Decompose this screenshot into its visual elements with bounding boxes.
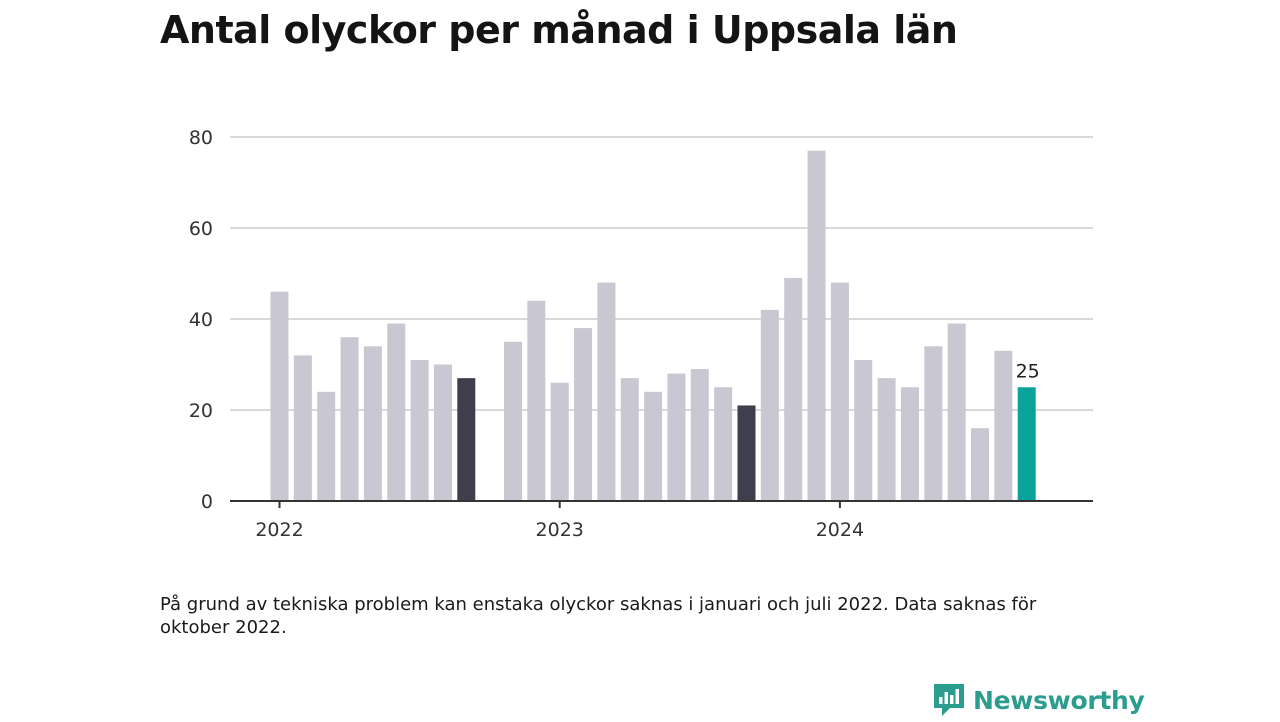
bar-2022-05	[363, 346, 382, 501]
chart-title: Antal olyckor per månad i Uppsala län	[160, 8, 958, 52]
brand-logo[interactable]: Newsworthy	[932, 682, 1145, 718]
bar-2024-03	[877, 378, 896, 501]
bar-2024-02	[854, 359, 873, 501]
bar-2024-08	[994, 350, 1013, 501]
x-axis-ticks: 2022 2023 2024	[255, 501, 864, 541]
x-tick-label: 2024	[816, 519, 864, 541]
bar-2024-09	[1017, 387, 1036, 501]
bar-2023-10	[760, 309, 779, 501]
chart-speech-bubble-icon	[932, 682, 966, 718]
bar-2022-06	[387, 323, 406, 501]
bar-2023-06	[667, 373, 686, 501]
y-tick-label: 80	[189, 127, 213, 149]
x-tick-label: 2023	[536, 519, 584, 541]
bar-2023-09	[737, 405, 756, 501]
data-label-2024-09: 25	[1016, 360, 1040, 382]
bar-chart: 0 20 40 60 80 2022 2023 2024 25	[189, 127, 1093, 541]
bars	[270, 150, 1036, 501]
x-tick-label: 2022	[255, 519, 303, 541]
bar-2023-03	[597, 282, 616, 501]
bar-2022-01	[270, 291, 289, 501]
bar-2023-02	[574, 328, 593, 501]
bar-2024-07	[971, 428, 989, 501]
bar-2024-06	[947, 323, 966, 501]
bar-2023-07	[690, 369, 709, 501]
y-tick-label: 0	[201, 491, 213, 513]
bar-2024-05	[924, 346, 943, 501]
brand-name: Newsworthy	[973, 685, 1145, 715]
bar-2022-07	[410, 359, 429, 501]
bar-2024-01	[830, 282, 849, 501]
bar-2022-12	[527, 300, 546, 501]
bar-2022-11	[504, 341, 522, 501]
bar-2024-04	[900, 387, 919, 501]
data-labels: 25	[1016, 360, 1040, 382]
bar-2023-01	[550, 382, 569, 501]
y-tick-label: 20	[189, 400, 213, 422]
bar-2023-08	[714, 387, 733, 501]
bar-2023-12	[807, 150, 826, 501]
bar-2022-04	[340, 337, 359, 501]
footnote: På grund av tekniska problem kan enstaka…	[160, 594, 1037, 638]
y-tick-label: 40	[189, 309, 213, 331]
bar-2023-11	[784, 278, 803, 501]
bar-2023-04	[620, 378, 639, 501]
bar-2022-09	[457, 378, 476, 501]
bar-2022-03	[317, 391, 336, 501]
bar-2022-02	[293, 355, 312, 501]
y-tick-label: 60	[189, 218, 213, 240]
bar-2022-08	[433, 364, 452, 501]
y-axis-tick-labels: 0 20 40 60 80	[189, 127, 213, 513]
bar-2023-05	[644, 391, 663, 501]
